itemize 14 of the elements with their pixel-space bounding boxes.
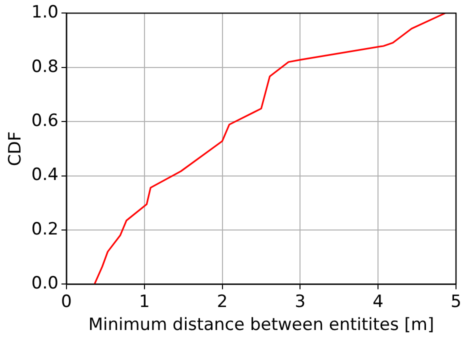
y-tick-label: 0.6 <box>31 111 58 132</box>
x-axis-title: Minimum distance between entitites [m] <box>88 315 434 336</box>
y-axis-title: CDF <box>6 131 26 166</box>
x-tick-label: 2 <box>216 292 228 312</box>
x-tick-label: 3 <box>294 292 306 312</box>
y-tick-label: 1.0 <box>31 2 58 23</box>
x-tick-label: 0 <box>61 292 72 312</box>
y-tick-label: 0.8 <box>31 56 58 77</box>
y-tick-label: 0.2 <box>31 219 58 240</box>
x-tick-label: 1 <box>138 292 150 312</box>
y-tick-label: 0.0 <box>31 274 58 294</box>
y-tick-label: 0.4 <box>31 165 58 186</box>
x-tick-label: 5 <box>450 292 462 312</box>
x-tick-label: 4 <box>372 292 384 312</box>
